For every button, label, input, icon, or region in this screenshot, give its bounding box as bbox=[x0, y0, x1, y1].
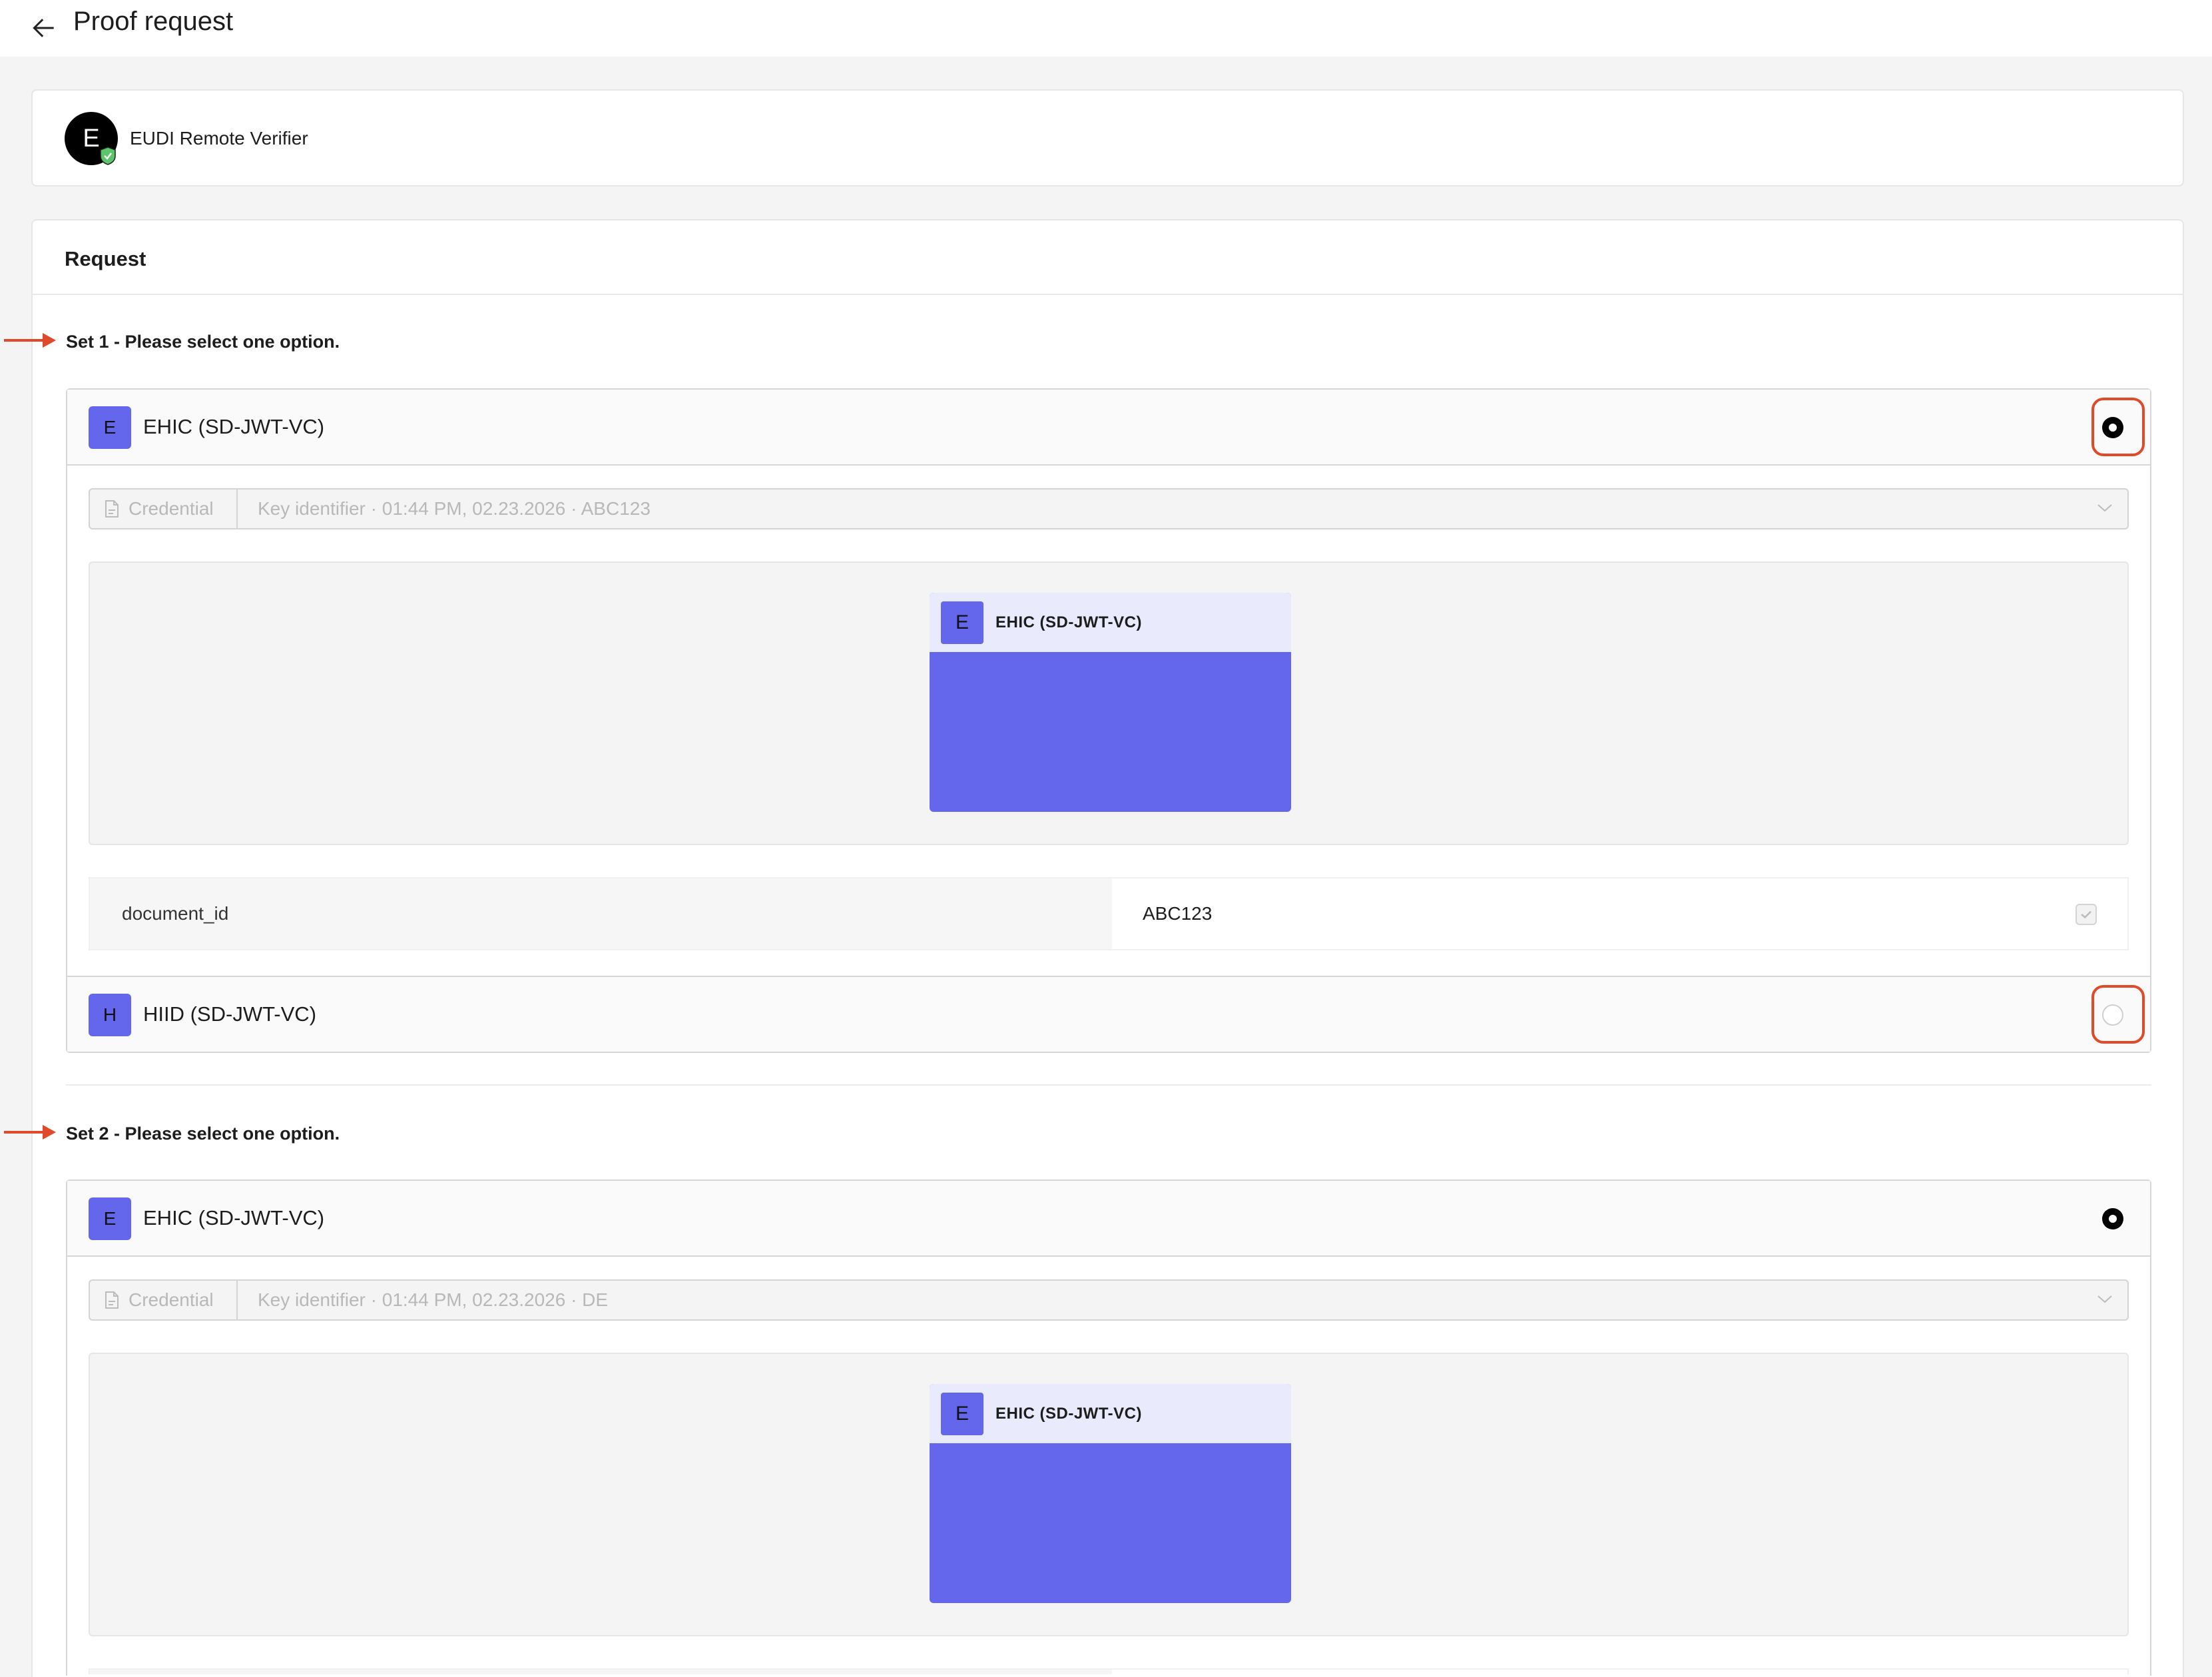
credential-select[interactable]: Credential Key identifier · 01:44 PM, 02… bbox=[89, 1279, 2129, 1321]
credential-badge: E bbox=[89, 406, 131, 449]
divider bbox=[33, 294, 2183, 295]
card-name: EHIC (SD-JWT-VC) bbox=[995, 613, 1142, 631]
shield-check-icon bbox=[100, 147, 116, 165]
credential-card: E EHIC (SD-JWT-VC) bbox=[930, 1384, 1291, 1603]
credential-badge: E bbox=[89, 1197, 131, 1240]
card-badge: E bbox=[941, 1393, 983, 1435]
credential-label: Credential bbox=[129, 1289, 214, 1310]
attribute-row bbox=[89, 1668, 2129, 1674]
option-name: EHIC (SD-JWT-VC) bbox=[143, 415, 325, 438]
avatar: E bbox=[65, 112, 118, 165]
attribute-key: document_id bbox=[90, 878, 1112, 949]
credential-badge: H bbox=[89, 994, 131, 1036]
app-header: Proof request bbox=[0, 0, 2212, 57]
chevron-down-icon bbox=[2097, 504, 2112, 512]
credential-label: Credential bbox=[129, 498, 214, 519]
set-1-label: Set 1 - Please select one option. bbox=[66, 332, 340, 352]
option-ehic[interactable]: E EHIC (SD-JWT-VC) bbox=[67, 1181, 2150, 1257]
verifier-name: EUDI Remote Verifier bbox=[130, 128, 308, 149]
set-1-options: E EHIC (SD-JWT-VC) Credential Key identi… bbox=[66, 388, 2151, 1053]
request-title: Request bbox=[65, 247, 146, 270]
card-badge: E bbox=[941, 601, 983, 644]
option-hiid[interactable]: H HIID (SD-JWT-VC) bbox=[67, 976, 2150, 1052]
verifier-card: E EUDI Remote Verifier bbox=[31, 89, 2184, 186]
attribute-row: document_id ABC123 bbox=[89, 877, 2129, 950]
checkbox-checked[interactable] bbox=[2075, 904, 2097, 925]
divider bbox=[66, 1084, 2151, 1086]
credential-select[interactable]: Credential Key identifier · 01:44 PM, 02… bbox=[89, 488, 2129, 529]
option-name: EHIC (SD-JWT-VC) bbox=[143, 1206, 325, 1229]
option-name: HIID (SD-JWT-VC) bbox=[143, 1002, 317, 1026]
annotation-arrow bbox=[4, 333, 56, 348]
card-name: EHIC (SD-JWT-VC) bbox=[995, 1405, 1142, 1423]
set-2-label: Set 2 - Please select one option. bbox=[66, 1124, 340, 1144]
document-icon bbox=[105, 500, 119, 517]
credential-preview: E EHIC (SD-JWT-VC) bbox=[89, 1353, 2129, 1636]
page-title: Proof request bbox=[73, 7, 234, 36]
document-icon bbox=[105, 1291, 119, 1309]
credential-value: Key identifier · 01:44 PM, 02.23.2026 · … bbox=[258, 498, 651, 519]
credential-card: E EHIC (SD-JWT-VC) bbox=[930, 593, 1291, 812]
arrow-left-icon[interactable] bbox=[29, 13, 59, 43]
radio-unselected[interactable] bbox=[2102, 1004, 2123, 1026]
set-2-options: E EHIC (SD-JWT-VC) Credential Key identi… bbox=[66, 1179, 2151, 1676]
attribute-value: ABC123 bbox=[1112, 878, 2127, 949]
radio-selected[interactable] bbox=[2102, 417, 2123, 438]
credential-value: Key identifier · 01:44 PM, 02.23.2026 · … bbox=[258, 1289, 609, 1310]
radio-selected[interactable] bbox=[2102, 1208, 2123, 1229]
chevron-down-icon bbox=[2097, 1295, 2112, 1303]
option-ehic[interactable]: E EHIC (SD-JWT-VC) bbox=[67, 390, 2150, 466]
request-card: Request Set 1 - Please select one option… bbox=[31, 219, 2184, 1677]
annotation-arrow bbox=[4, 1125, 56, 1140]
credential-preview: E EHIC (SD-JWT-VC) bbox=[89, 561, 2129, 845]
